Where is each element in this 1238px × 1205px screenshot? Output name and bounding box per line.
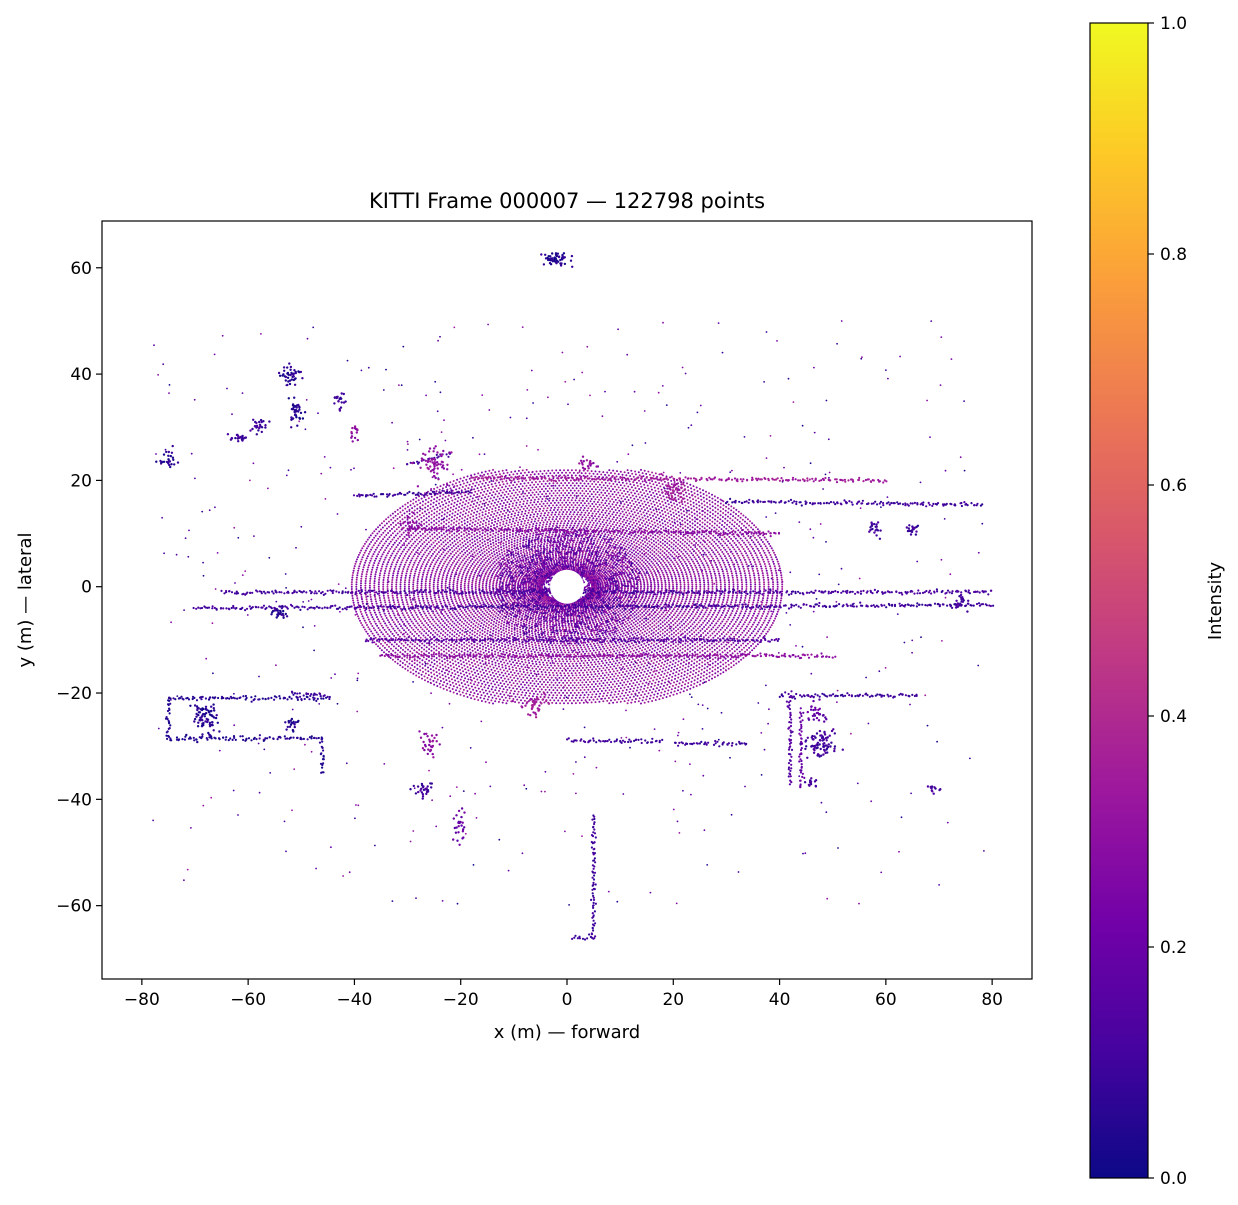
- x-tick-label: −80: [124, 990, 160, 1010]
- y-axis-label: y (m) — lateral: [15, 533, 36, 668]
- x-tick-label: 0: [562, 990, 573, 1010]
- colorbar-ticks: 0.0 0.2 0.4 0.6 0.8 1.0: [1148, 14, 1187, 1189]
- x-tick-label: 40: [769, 990, 791, 1010]
- point-cloud: [152, 252, 995, 941]
- colorbar-tick-label: 0.8: [1160, 245, 1187, 265]
- object-clusters: [155, 252, 970, 846]
- x-tick-label: −60: [230, 990, 266, 1010]
- y-axis-ticks: 60 40 20 0 −20 −40 −60: [56, 259, 102, 917]
- y-tick-label: 40: [70, 365, 92, 385]
- y-tick-label: 0: [81, 578, 92, 598]
- colorbar: [1089, 22, 1149, 1179]
- x-tick-label: 20: [662, 990, 684, 1010]
- structures: [164, 452, 995, 941]
- y-tick-label: 20: [70, 471, 92, 491]
- chart-title: KITTI Frame 000007 — 122798 points: [369, 189, 765, 213]
- y-tick-label: −40: [56, 790, 92, 810]
- x-axis-label: x (m) — forward: [494, 1022, 640, 1043]
- sensor-blind-spot: [549, 569, 585, 604]
- colorbar-tick-label: 0.2: [1160, 938, 1187, 958]
- colorbar-tick-label: 0.0: [1160, 1169, 1187, 1189]
- x-tick-label: −40: [336, 990, 372, 1010]
- y-tick-label: −20: [56, 684, 92, 704]
- x-tick-label: 80: [981, 990, 1003, 1010]
- colorbar-tick-label: 0.4: [1160, 707, 1187, 727]
- colorbar-tick-label: 1.0: [1160, 14, 1187, 34]
- x-tick-label: 60: [875, 990, 897, 1010]
- y-tick-label: 60: [70, 259, 92, 279]
- x-tick-label: −20: [443, 990, 479, 1010]
- x-axis-ticks: −80 −60 −40 −20 0 20 40 60 80: [124, 979, 1003, 1010]
- colorbar-tick-label: 0.6: [1160, 476, 1187, 496]
- colorbar-label: Intensity: [1205, 561, 1226, 640]
- y-tick-label: −60: [56, 897, 92, 917]
